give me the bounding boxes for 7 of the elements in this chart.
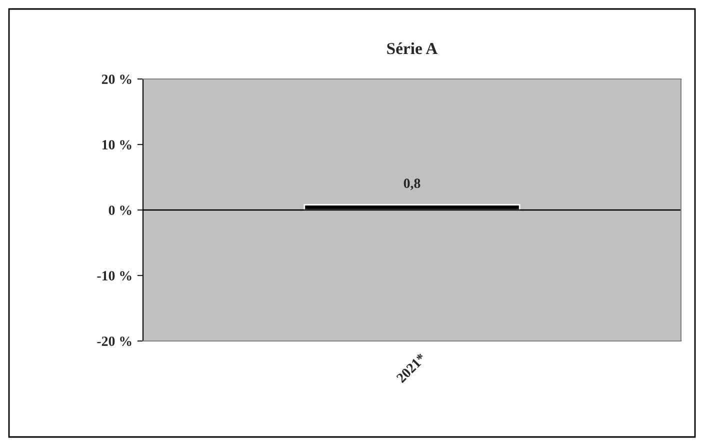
chart-title: Série A xyxy=(387,42,438,54)
y-tick-label: 0 % xyxy=(108,206,132,215)
y-tick-label: 10 % xyxy=(102,140,132,150)
y-tick-label: -10 % xyxy=(97,271,132,280)
y-tick-label: 20 % xyxy=(102,74,132,84)
text: 0,8 xyxy=(404,178,420,190)
y-tick-label: -20 % xyxy=(97,336,132,346)
